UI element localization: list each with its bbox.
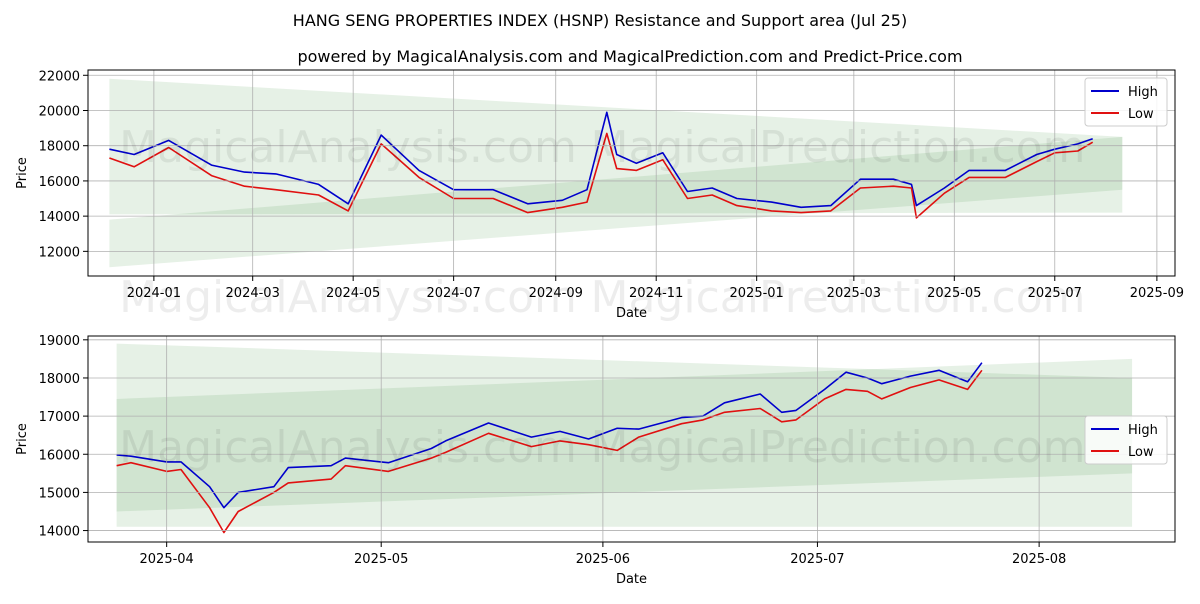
series-line-low bbox=[109, 132, 1094, 219]
legend-label-low: Low bbox=[1128, 445, 1154, 460]
x-tick-label: 2025-01 bbox=[730, 286, 784, 301]
legend-label-high: High bbox=[1128, 85, 1158, 100]
x-tick-label: 2025-05 bbox=[927, 286, 981, 301]
x-tick-label: 2025-07 bbox=[1028, 286, 1082, 301]
x-tick-label: 2024-09 bbox=[529, 286, 583, 301]
x-tick-label: 2025-07 bbox=[790, 552, 844, 567]
y-tick-label: 17000 bbox=[39, 410, 80, 425]
watermark-left: MagicalAnalysis.com bbox=[119, 122, 577, 173]
x-tick-label: 2025-05 bbox=[354, 552, 408, 567]
watermark-right: MagicalPrediction.com bbox=[591, 122, 1086, 173]
series-line-high bbox=[116, 362, 983, 509]
legend: High Low bbox=[1084, 77, 1168, 127]
series-line-high bbox=[109, 111, 1093, 209]
axes-frame bbox=[87, 335, 1176, 543]
x-tick-label: 2025-03 bbox=[827, 286, 881, 301]
y-tick-label: 20000 bbox=[39, 104, 80, 119]
y-tick-label: 12000 bbox=[39, 245, 80, 260]
x-tick-label: 2025-04 bbox=[140, 552, 194, 567]
plot-area bbox=[109, 78, 1123, 268]
watermark-left-lower: MagicalAnalysis.com bbox=[119, 272, 577, 323]
y-tick-label: 14000 bbox=[39, 210, 80, 225]
band-resistance-outer bbox=[116, 343, 1133, 527]
x-axis-label: Date bbox=[616, 572, 647, 587]
y-tick-label: 18000 bbox=[39, 140, 80, 155]
legend-label-high: High bbox=[1128, 423, 1158, 438]
y-tick-label: 22000 bbox=[39, 69, 80, 84]
x-tick-label: 2025-06 bbox=[576, 552, 630, 567]
y-tick-label: 15000 bbox=[39, 486, 80, 501]
bottom-chart-panel: MagicalAnalysis.com MagicalPrediction.com… bbox=[15, 334, 1176, 587]
series-line-low bbox=[116, 369, 983, 534]
band-support-outer bbox=[109, 136, 1123, 268]
y-tick-label: 14000 bbox=[39, 525, 80, 540]
legend-label-low: Low bbox=[1128, 107, 1154, 122]
x-tick-label: 2024-05 bbox=[326, 286, 380, 301]
y-axis-label: Price bbox=[15, 157, 30, 189]
watermark-right-lower: MagicalPrediction.com bbox=[591, 272, 1086, 323]
x-tick-label: 2024-01 bbox=[127, 286, 181, 301]
legend: High Low bbox=[1084, 415, 1168, 465]
watermark-left: MagicalAnalysis.com bbox=[119, 422, 577, 473]
x-tick-label: 2025-08 bbox=[1012, 552, 1066, 567]
x-tick-label: 2024-11 bbox=[629, 286, 683, 301]
x-tick-label: 2024-07 bbox=[426, 286, 480, 301]
x-axis-label: Date bbox=[616, 306, 647, 321]
plot-area bbox=[116, 343, 1133, 534]
y-axis-label: Price bbox=[15, 423, 30, 455]
y-tick-label: 19000 bbox=[39, 334, 80, 349]
y-tick-label: 16000 bbox=[39, 175, 80, 190]
top-chart-panel: MagicalAnalysis.com MagicalPrediction.com… bbox=[15, 69, 1184, 321]
axes-frame bbox=[87, 69, 1176, 277]
chart-title: HANG SENG PROPERTIES INDEX (HSNP) Resist… bbox=[293, 11, 907, 30]
x-tick-label: 2025-09 bbox=[1130, 286, 1184, 301]
watermark-right: MagicalPrediction.com bbox=[591, 422, 1086, 473]
y-tick-label: 18000 bbox=[39, 372, 80, 387]
chart-subtitle: powered by MagicalAnalysis.com and Magic… bbox=[297, 47, 962, 66]
y-tick-label: 16000 bbox=[39, 448, 80, 463]
x-tick-label: 2024-03 bbox=[226, 286, 280, 301]
